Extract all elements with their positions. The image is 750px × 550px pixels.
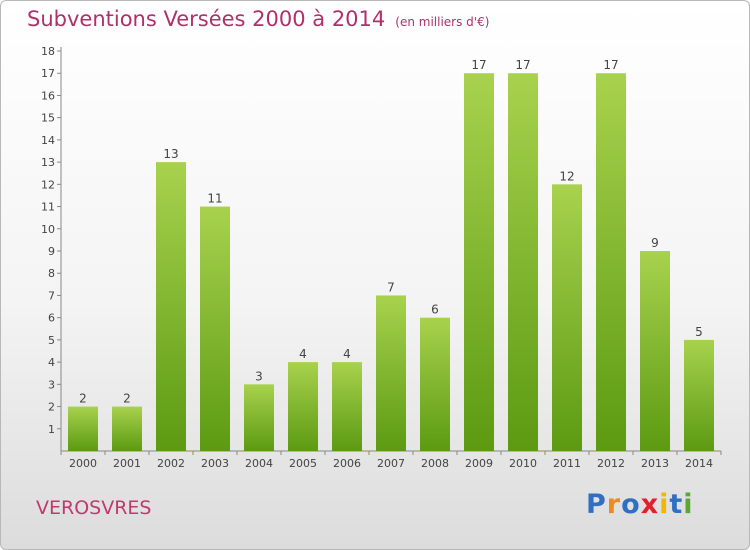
x-tick-label: 2014 xyxy=(685,457,713,470)
bar xyxy=(288,362,318,451)
x-tick-label: 2008 xyxy=(421,457,449,470)
commune-name: VEROSVRES xyxy=(36,497,152,519)
logo-letter: r xyxy=(606,489,622,520)
logo-letter: t xyxy=(669,489,684,520)
y-tick-label: 8 xyxy=(48,267,55,280)
data-label: 2 xyxy=(79,392,87,406)
data-label: 4 xyxy=(299,347,307,361)
y-tick-label: 14 xyxy=(41,134,55,147)
bar xyxy=(596,73,626,451)
y-tick-label: 7 xyxy=(48,289,55,302)
data-label: 7 xyxy=(387,280,395,294)
bar xyxy=(464,73,494,451)
y-tick-label: 4 xyxy=(48,356,55,369)
y-tick-label: 12 xyxy=(41,178,55,191)
bar xyxy=(156,162,186,451)
bar xyxy=(420,317,450,451)
logo-letter: P xyxy=(586,489,607,520)
x-tick-label: 2007 xyxy=(377,457,405,470)
data-label: 6 xyxy=(431,303,439,317)
data-label: 12 xyxy=(559,169,574,183)
bar xyxy=(200,206,230,451)
x-tick-label: 2003 xyxy=(201,457,229,470)
y-tick-label: 18 xyxy=(41,45,55,58)
proxiti-logo[interactable]: Proxiti xyxy=(586,489,694,520)
x-tick-label: 2011 xyxy=(553,457,581,470)
y-tick-label: 6 xyxy=(48,312,55,325)
logo-letter: i xyxy=(659,489,670,520)
y-tick-label: 3 xyxy=(48,378,55,391)
x-tick-label: 2005 xyxy=(289,457,317,470)
x-tick-label: 2004 xyxy=(245,457,273,470)
x-tick-label: 2013 xyxy=(641,457,669,470)
x-tick-label: 2010 xyxy=(509,457,537,470)
bar xyxy=(552,184,582,452)
data-label: 2 xyxy=(123,392,131,406)
y-tick-label: 10 xyxy=(41,223,55,236)
x-tick-label: 2001 xyxy=(113,457,141,470)
y-tick-label: 2 xyxy=(48,401,55,414)
data-label: 3 xyxy=(255,369,263,383)
bar xyxy=(68,406,98,451)
data-label: 17 xyxy=(471,58,486,72)
x-tick-label: 2009 xyxy=(465,457,493,470)
labels: 2 2000 2 2001 13 2002 11 2003 3 2004 4 2005 4 2006 7 20… xyxy=(69,58,713,470)
bar xyxy=(508,73,538,451)
y-tick-label: 15 xyxy=(41,112,55,125)
logo-letter: i xyxy=(683,489,694,520)
logo-letter: o xyxy=(621,489,641,520)
y-tick-label: 1 xyxy=(48,423,55,436)
bar xyxy=(112,406,142,451)
chart-subtitle: (en milliers d'€) xyxy=(395,15,490,29)
bar xyxy=(376,295,406,451)
data-label: 9 xyxy=(651,236,659,250)
x-tick-label: 2000 xyxy=(69,457,97,470)
bar xyxy=(244,384,274,451)
y-tick-label: 9 xyxy=(48,245,55,258)
y-tick-label: 16 xyxy=(41,89,55,102)
bar xyxy=(684,339,714,451)
title-text: Subventions Versées 2000 à 2014 xyxy=(27,7,386,31)
bar xyxy=(332,362,362,451)
data-label: 17 xyxy=(603,58,618,72)
y-tick-label: 17 xyxy=(41,67,55,80)
y-tick-label: 11 xyxy=(41,201,55,214)
data-label: 4 xyxy=(343,347,351,361)
data-label: 5 xyxy=(695,325,703,339)
data-label: 17 xyxy=(515,58,530,72)
x-tick-label: 2002 xyxy=(157,457,185,470)
chart-title: Subventions Versées 2000 à 2014 (en milli… xyxy=(27,7,489,31)
data-label: 11 xyxy=(207,192,222,206)
x-tick-label: 2006 xyxy=(333,457,361,470)
y-tick-label: 13 xyxy=(41,156,55,169)
bars xyxy=(68,73,714,452)
x-tick-label: 2012 xyxy=(597,457,625,470)
bar xyxy=(640,251,670,451)
logo-letter: x xyxy=(640,489,660,520)
data-label: 13 xyxy=(163,147,178,161)
y-tick-label: 5 xyxy=(48,334,55,347)
